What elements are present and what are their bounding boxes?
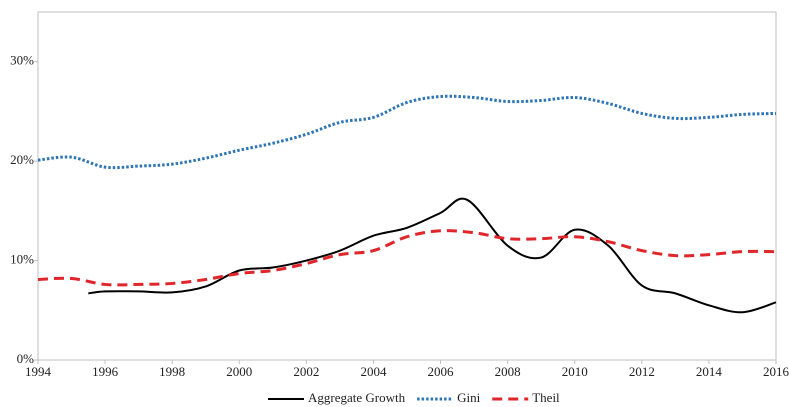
x-tick-label: 2002: [293, 364, 319, 379]
x-tick-label: 2006: [428, 364, 455, 379]
y-tick-label: 10%: [10, 252, 34, 267]
legend-label: Theil: [532, 390, 560, 405]
x-tick-label: 2000: [226, 364, 252, 379]
x-tick-label: 1994: [25, 364, 52, 379]
y-tick-label: 30%: [10, 53, 34, 68]
legend-label: Aggregate Growth: [308, 390, 406, 405]
y-tick-label: 20%: [10, 152, 34, 167]
data-line: [88, 197, 777, 314]
data-line: [37, 94, 777, 170]
x-tick-label: 2004: [360, 364, 387, 379]
x-tick-label: 2014: [696, 364, 723, 379]
x-tick-label: 1998: [159, 364, 185, 379]
x-tick-label: 2016: [763, 364, 789, 379]
plot-frame: [37, 11, 777, 361]
x-tick-label: 2012: [629, 364, 655, 379]
y-tick-label: 0%: [17, 351, 35, 366]
data-line: [37, 229, 777, 287]
x-tick-label: 2010: [562, 364, 588, 379]
legend-label: Gini: [457, 390, 481, 405]
x-tick-label: 1996: [92, 364, 119, 379]
x-tick-label: 2008: [495, 364, 521, 379]
